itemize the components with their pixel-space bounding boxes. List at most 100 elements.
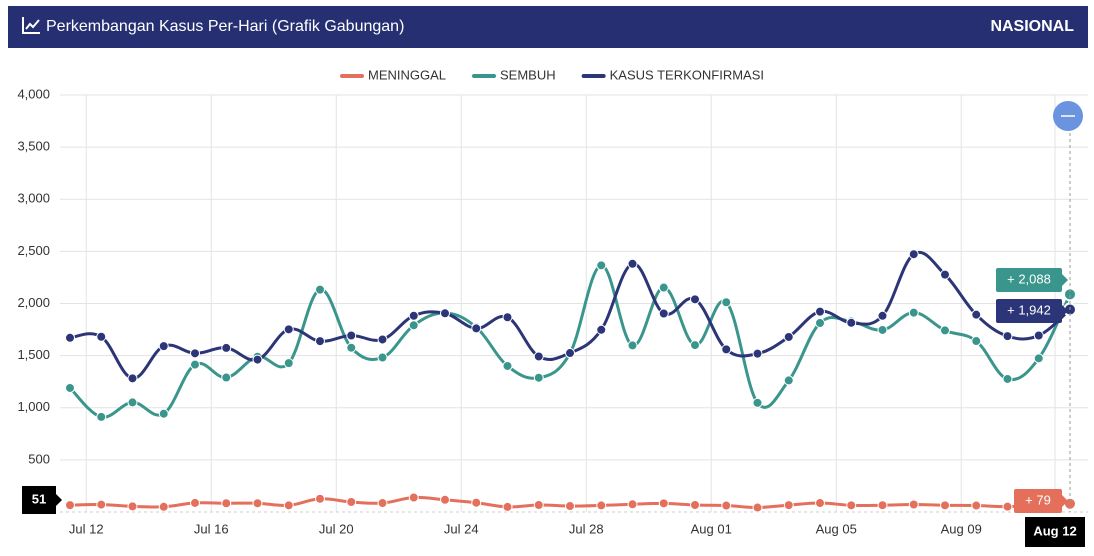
data-point (940, 269, 950, 280)
data-point (471, 323, 482, 334)
data-point (190, 359, 200, 370)
data-point (627, 499, 638, 510)
data-point (565, 501, 575, 512)
data-point (283, 500, 294, 511)
x-tick-label: Aug 01 (691, 521, 732, 536)
crosshair-label-box (22, 486, 56, 514)
tooltip-label: + 1,942 (1007, 302, 1051, 317)
y-tick-label: 1,500 (17, 347, 50, 362)
x-highlight-box (1025, 517, 1085, 547)
data-point (846, 500, 857, 511)
data-point (971, 500, 982, 511)
header-bar (8, 6, 1088, 48)
data-point (315, 336, 325, 347)
data-point (502, 312, 513, 323)
data-point (346, 496, 357, 507)
data-point (752, 348, 763, 359)
data-point (533, 351, 544, 362)
x-tick-label: Aug 05 (816, 521, 857, 536)
series-line (68, 263, 1072, 419)
x-tick-label: Jul 12 (69, 521, 104, 536)
data-point (627, 340, 638, 351)
data-point (283, 324, 294, 335)
y-tick-label: 3,500 (17, 139, 50, 154)
tooltip-arrow (1062, 495, 1068, 507)
x-tick-label: Jul 28 (569, 521, 604, 536)
data-point (596, 500, 607, 511)
data-point (96, 499, 107, 510)
data-point (1002, 373, 1013, 384)
data-point (408, 492, 419, 503)
data-point (408, 320, 419, 331)
data-point (65, 382, 75, 393)
data-point (221, 372, 232, 383)
data-point (283, 358, 294, 369)
data-point (502, 360, 513, 371)
data-point (1063, 287, 1077, 302)
y-tick-label: 500 (28, 451, 50, 466)
data-point (190, 497, 200, 508)
x-tick-label: Aug 09 (941, 521, 982, 536)
data-point (408, 310, 419, 321)
data-point (908, 499, 919, 510)
y-tick-label: 3,000 (17, 191, 50, 206)
tooltip-label: + 2,088 (1007, 271, 1051, 286)
data-point (658, 282, 669, 293)
tooltip-box (996, 268, 1062, 292)
data-point (1002, 331, 1013, 342)
data-point (596, 324, 607, 335)
y-tick-label: 4,000 (17, 86, 50, 101)
crosshair-label-arrow (56, 494, 62, 506)
data-point (877, 500, 888, 511)
data-point (440, 494, 450, 505)
data-point (377, 334, 388, 345)
data-point (815, 317, 825, 328)
data-point (190, 348, 200, 359)
data-point (1033, 330, 1044, 341)
data-point (127, 501, 138, 512)
tooltip-arrow (1062, 274, 1068, 286)
data-point (533, 372, 544, 383)
data-point (221, 498, 232, 509)
data-point (815, 306, 825, 317)
crosshair-label: 51 (32, 491, 46, 506)
data-point (315, 493, 325, 504)
data-point (815, 498, 825, 509)
data-point (690, 294, 700, 305)
y-tick-label: 2,000 (17, 295, 50, 310)
data-point (221, 342, 232, 353)
data-point (846, 317, 857, 328)
data-point (627, 258, 638, 269)
data-point (1002, 501, 1013, 512)
x-tick-label: Jul 20 (319, 521, 354, 536)
x-tick-label: Jul 16 (194, 521, 229, 536)
data-point (377, 352, 388, 363)
chart-icon (22, 17, 40, 34)
data-point (315, 284, 325, 295)
data-point (346, 342, 357, 353)
legend-label: KASUS TERKONFIRMASI (610, 67, 764, 82)
data-point (690, 500, 700, 511)
data-point (721, 344, 732, 355)
data-point (971, 309, 982, 320)
data-point (377, 498, 388, 509)
data-point (96, 331, 107, 342)
data-point (658, 498, 669, 509)
data-point (502, 501, 513, 512)
data-point (908, 249, 919, 260)
header-title: Perkembangan Kasus Per-Hari (Grafik Gabu… (46, 18, 404, 35)
data-point (971, 336, 982, 347)
data-point (752, 502, 763, 513)
data-point (658, 308, 669, 319)
data-point (346, 330, 357, 341)
data-point (252, 498, 263, 509)
data-point (1033, 353, 1044, 364)
data-point (471, 497, 482, 508)
y-tick-label: 2,500 (17, 243, 50, 258)
data-point (158, 341, 169, 352)
data-point (752, 397, 763, 408)
data-point (565, 348, 575, 359)
data-point (158, 501, 169, 512)
